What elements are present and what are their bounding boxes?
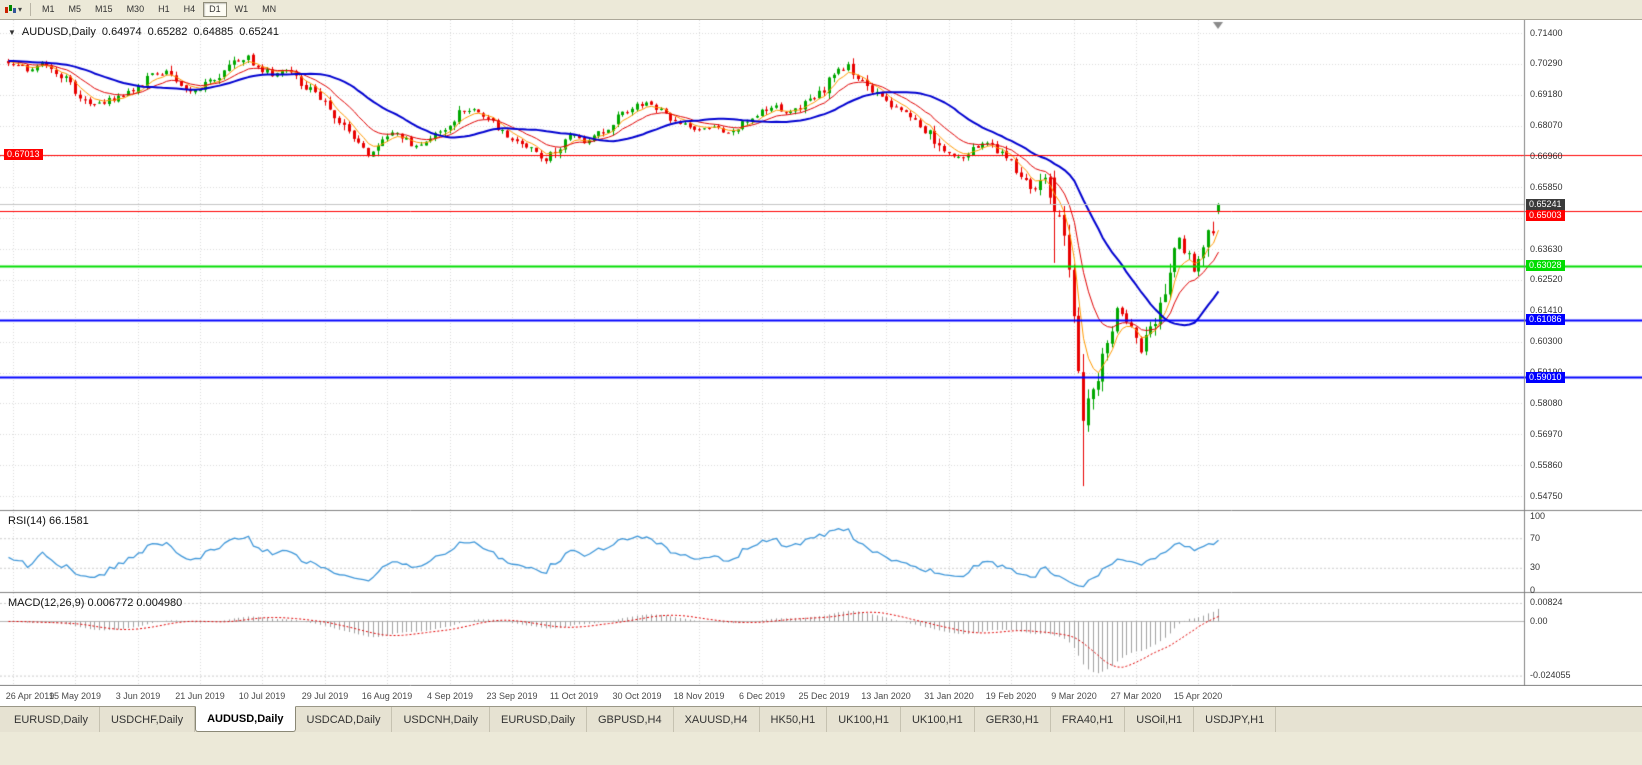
price-axis-label: 0.68070 [1530,120,1563,131]
hline-price-tag[interactable]: 0.63028 [1526,260,1565,272]
price-axis-label: 0.55860 [1530,459,1563,470]
symbol-caret-icon[interactable]: ▼ [8,27,16,37]
date-axis-label: 19 Feb 2020 [985,691,1037,701]
legend-symbol: AUDUSD,Daily [21,26,96,38]
date-axis-label: 29 Jul 2019 [301,691,349,701]
date-axis-label: 3 Jun 2019 [115,691,161,701]
chart-tab-usdcad-daily[interactable]: USDCAD,Daily [296,707,393,732]
price-axis-label: 0.61410 [1530,305,1563,316]
date-axis-label: 10 Jul 2019 [238,691,286,701]
date-axis-label: 11 Oct 2019 [549,691,599,701]
current-price-tag[interactable]: 0.65241 [1526,198,1565,210]
status-strip [0,732,1642,765]
timeframe-toolbar: ▾ M1 M5 M15 M30 H1 H4 D1 W1 MN [0,0,1642,20]
legend-high: 0.65282 [147,26,188,38]
macd-axis-label: 0.00 [1530,616,1548,626]
date-axis-label: 13 Jan 2020 [861,691,911,701]
date-axis-label: 21 Jun 2019 [175,691,225,701]
chart-tab-hk50-h1[interactable]: HK50,H1 [760,707,828,732]
price-axis-label: 0.65850 [1530,181,1563,192]
price-axis-label: 0.56970 [1530,428,1563,439]
chart-tab-usoil-h1[interactable]: USOil,H1 [1125,707,1195,732]
legend-low: 0.64885 [193,26,234,38]
date-axis-label: 26 Apr 2019 [5,691,55,701]
date-axis-label: 15 May 2019 [48,691,102,701]
timeframe-button-m5[interactable]: M5 [68,4,82,14]
chart-tab-fra40-h1[interactable]: FRA40,H1 [1051,707,1126,732]
chart-canvas[interactable] [0,20,1642,686]
hline-price-tag[interactable]: 0.65003 [1526,209,1565,221]
macd-axis-label: -0.024055 [1530,670,1571,681]
timeframe-button-mn[interactable]: MN [262,4,277,14]
chart-tab-ger30-h1[interactable]: GER30,H1 [975,707,1051,732]
chart-tab-xauusd-h4[interactable]: XAUUSD,H4 [674,707,760,732]
price-axis-label: 0.54750 [1530,490,1563,501]
chart-legend: ▼ AUDUSD,Daily 0.64974 0.65282 0.64885 0… [8,26,279,38]
legend-close: 0.65241 [239,26,279,38]
timeframe-button-m30[interactable]: M30 [126,4,145,14]
chart-tab-usdjpy-h1[interactable]: USDJPY,H1 [1194,707,1277,732]
macd-axis-label: 0.00824 [1530,597,1563,608]
timeframe-button-m15[interactable]: M15 [95,4,113,14]
rsi-label: RSI(14) 66.1581 [8,515,89,527]
date-axis-label: 16 Aug 2019 [361,691,413,701]
timeframe-button-d1[interactable]: D1 [203,2,227,17]
rsi-axis-label: 70 [1530,532,1541,543]
date-axis-label: 9 Mar 2020 [1051,691,1097,701]
rsi-axis-label: 0 [1530,584,1536,595]
chart-tab-usdcnh-daily[interactable]: USDCNH,Daily [392,707,491,732]
price-axis-label: 0.66960 [1530,150,1563,161]
rsi-axis-label: 100 [1530,510,1546,521]
chart-tab-uk100-h1[interactable]: UK100,H1 [827,707,901,732]
price-axis-label: 0.58080 [1530,397,1563,408]
timeframe-buttons: M1 M5 M15 M30 H1 H4 D1 W1 MN [36,2,282,17]
chart-tab-eurusd-daily[interactable]: EURUSD,Daily [3,707,100,732]
chart-tab-eurusd-daily[interactable]: EURUSD,Daily [490,707,587,732]
price-axis-label: 0.70290 [1530,58,1563,69]
chart-tab-uk100-h1[interactable]: UK100,H1 [901,707,975,732]
chart-tab-gbpusd-h4[interactable]: GBPUSD,H4 [587,707,674,732]
legend-open: 0.64974 [101,26,142,38]
hline-price-tag[interactable]: 0.59010 [1526,371,1565,383]
timeframe-button-m1[interactable]: M1 [42,4,55,14]
toolbar-dropdown-icon[interactable]: ▾ [18,5,23,14]
price-axis-label: 0.60300 [1530,336,1563,347]
hline-price-tag[interactable]: 0.67013 [4,149,43,161]
price-axis-label: 0.71400 [1530,27,1563,38]
chart-tab-usdchf-daily[interactable]: USDCHF,Daily [100,707,196,732]
date-axis: 26 Apr 2019 15 May 2019 3 Jun 2019 21 Jun 2… [0,686,1642,706]
chart-region: ▼ AUDUSD,Daily 0.64974 0.65282 0.64885 0… [0,20,1642,706]
price-axis-label: 0.63630 [1530,243,1563,254]
price-axis-label: 0.69180 [1530,89,1563,100]
date-axis-label: 18 Nov 2019 [673,691,725,701]
candlestick-mini-icon [5,5,16,13]
date-axis-label: 6 Dec 2019 [738,691,786,701]
date-axis-label: 27 Mar 2020 [1110,691,1162,701]
toolbar-separator [30,3,32,16]
timeframe-button-h4[interactable]: H4 [183,4,196,14]
price-axis-label: 0.62520 [1530,274,1563,285]
hline-price-tag[interactable]: 0.61086 [1526,314,1565,326]
chart-tab-audusd-daily[interactable]: AUDUSD,Daily [195,706,296,732]
date-axis-label: 25 Dec 2019 [798,691,850,701]
rsi-axis-label: 30 [1530,562,1541,573]
chart-tabbar: EURUSD,Daily USDCHF,Daily AUDUSD,Daily USDC… [0,706,1642,732]
date-axis-label: 4 Sep 2019 [426,691,474,701]
date-axis-label: 23 Sep 2019 [486,691,538,701]
macd-label: MACD(12,26,9) 0.006772 0.004980 [8,597,183,609]
date-axis-label: 31 Jan 2020 [924,691,974,701]
timeframe-button-w1[interactable]: W1 [234,4,249,14]
timeframe-button-h1[interactable]: H1 [158,4,170,14]
chart-periods-icon[interactable] [4,4,17,15]
date-axis-label: 15 Apr 2020 [1173,691,1223,701]
date-axis-label: 30 Oct 2019 [612,691,662,701]
